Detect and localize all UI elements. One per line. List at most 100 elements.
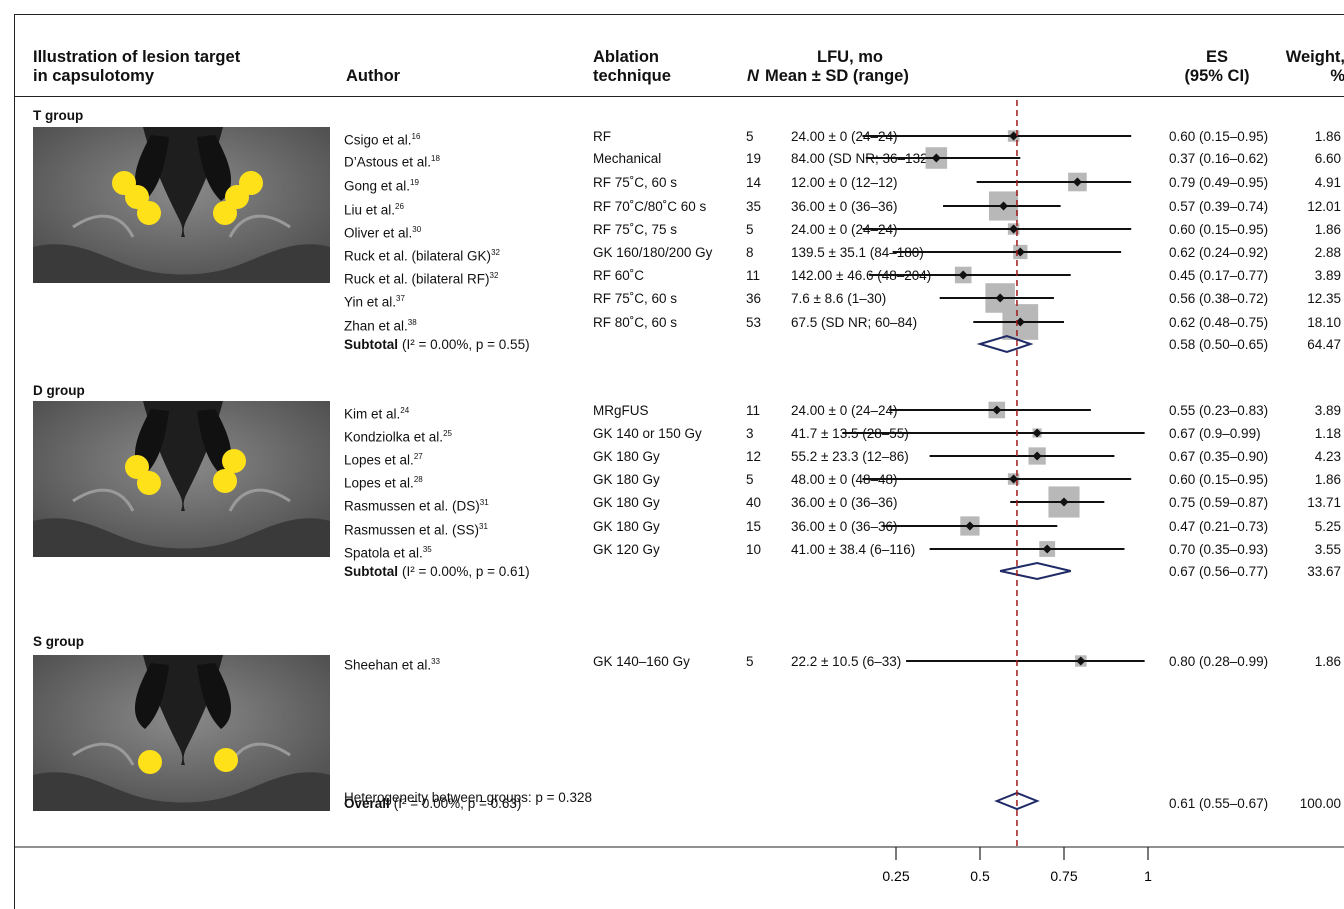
study-technique: GK 180 Gy (593, 495, 660, 510)
study-weight: 1.86 (1314, 472, 1341, 487)
author-name: Rasmussen et al. (SS) (344, 522, 480, 538)
lesion-target-dot (214, 748, 238, 772)
study-weight: 1.86 (1314, 129, 1341, 144)
reference-number: 35 (422, 545, 432, 554)
study-author: Kondziolka et al.25 (344, 426, 452, 446)
x-tick-label: 0.75 (1050, 868, 1077, 884)
study-technique: GK 140–160 Gy (593, 654, 690, 669)
reference-number: 31 (479, 498, 489, 507)
reference-number: 18 (431, 154, 440, 163)
study-es-ci: 0.79 (0.49–0.95) (1169, 175, 1269, 190)
lesion-target-dot (213, 201, 237, 225)
header-n: N (747, 67, 759, 85)
study-n: 14 (746, 175, 762, 190)
x-tick-label: 0.25 (882, 868, 909, 884)
reference-number: 31 (479, 522, 488, 531)
study-technique: GK 160/180/200 Gy (593, 245, 713, 260)
study-technique: GK 180 Gy (593, 472, 660, 487)
reference-number: 32 (489, 271, 499, 280)
study-es-ci: 0.67 (0.9–0.99) (1169, 426, 1261, 441)
reference-number: 37 (396, 294, 405, 303)
point-estimate (1015, 317, 1025, 327)
x-tick-label: 0.5 (970, 868, 990, 884)
study-author: Ruck et al. (bilateral GK)32 (344, 245, 500, 265)
study-lfu: 36.00 ± 0 (36–36) (791, 519, 898, 534)
study-n: 3 (746, 426, 754, 441)
author-name: Lopes et al. (344, 475, 414, 491)
study-author: D’Astous et al.18 (344, 151, 440, 171)
study-es-ci: 0.45 (0.17–0.77) (1169, 268, 1269, 283)
study-lfu: 48.00 ± 0 (48–48) (791, 472, 898, 487)
reference-number: 33 (431, 657, 440, 666)
study-n: 36 (746, 291, 762, 306)
author-name: Yin et al. (344, 294, 397, 310)
author-name: Liu et al. (344, 202, 396, 218)
study-author: Liu et al.26 (344, 199, 404, 219)
reference-number: 27 (413, 452, 423, 461)
study-es-ci: 0.62 (0.48–0.75) (1169, 315, 1269, 330)
group-heading: S group (33, 634, 84, 649)
study-weight: 13.71 (1307, 495, 1341, 510)
lesion-target-dot (137, 201, 161, 225)
header-author: Author (346, 67, 401, 85)
study-technique: RF 80˚C, 60 s (593, 315, 678, 330)
subtotal-row: Subtotal (I² = 0.00%, p = 0.55) (344, 337, 530, 353)
study-es-ci: 0.60 (0.15–0.95) (1169, 129, 1269, 144)
overall-row-weight: 100.00 (1299, 796, 1341, 811)
study-technique: GK 140 or 150 Gy (593, 426, 702, 441)
subtotal-row-es-ci: 0.58 (0.50–0.65) (1169, 337, 1269, 352)
point-estimate (1072, 177, 1082, 187)
study-n: 40 (746, 495, 762, 510)
header-lfu: LFU, mo Mean ± SD (range) (765, 48, 909, 85)
study-lfu: 24.00 ± 0 (24–24) (791, 129, 898, 144)
subtotal-row-stats: (I² = 0.00%, p = 0.61) (402, 564, 530, 579)
header-es: ES (95% CI) (1184, 48, 1250, 85)
point-estimate (1032, 451, 1042, 461)
study-weight: 4.91 (1314, 175, 1341, 190)
reference-number: 30 (412, 225, 422, 234)
group-heading: D group (33, 383, 85, 398)
study-weight: 1.86 (1314, 222, 1341, 237)
lesion-target-dot (222, 449, 246, 473)
study-lfu: 22.2 ± 10.5 (6–33) (791, 654, 902, 669)
lesion-target-dot (138, 750, 162, 774)
author-name: Sheehan et al. (344, 657, 432, 673)
author-name: Ruck et al. (bilateral RF) (344, 271, 490, 287)
author-name: D’Astous et al. (344, 154, 432, 170)
author-name: Kondziolka et al. (344, 429, 444, 445)
forest-plot-figure: Illustration of lesion target in capsulot… (14, 14, 1344, 909)
study-weight: 18.10 (1307, 315, 1341, 330)
study-technique: RF 70˚C/80˚C 60 s (593, 199, 707, 214)
point-estimate (1009, 131, 1019, 141)
point-estimate (995, 293, 1005, 303)
overall-row-es-ci: 0.61 (0.55–0.67) (1169, 796, 1269, 811)
study-weight: 2.88 (1314, 245, 1341, 260)
point-estimate (1059, 497, 1069, 507)
study-n: 53 (746, 315, 762, 330)
heterogeneity-text: Heterogeneity between groups: p = 0.328 (344, 790, 593, 805)
subtotal-diamond (976, 334, 1034, 354)
study-lfu: 139.5 ± 35.1 (84–180) (791, 245, 924, 260)
study-es-ci: 0.75 (0.59–0.87) (1169, 495, 1269, 510)
study-author: Kim et al.24 (344, 403, 409, 423)
point-estimate (1076, 656, 1086, 666)
reference-number: 32 (491, 248, 500, 257)
study-author: Zhan et al.38 (344, 315, 417, 335)
subtotal-row-label: Subtotal (344, 337, 398, 352)
study-n: 5 (746, 472, 754, 487)
brain-illustration-d-group (33, 401, 330, 557)
reference-number: 28 (413, 475, 423, 484)
reference-number: 26 (395, 202, 404, 211)
study-lfu: 12.00 ± 0 (12–12) (791, 175, 898, 190)
study-es-ci: 0.80 (0.28–0.99) (1169, 654, 1269, 669)
study-es-ci: 0.67 (0.35–0.90) (1169, 449, 1269, 464)
study-lfu: 55.2 ± 23.3 (12–86) (791, 449, 909, 464)
subtotal-diamond (999, 561, 1071, 581)
group-heading: T group (33, 108, 84, 123)
point-estimate (958, 270, 968, 280)
header-ablation: Ablation technique (593, 48, 671, 85)
study-lfu: 36.00 ± 0 (36–36) (791, 495, 898, 510)
overall-row-stats: (I² = 0.00%, p = 0.63) (393, 796, 522, 811)
study-weight: 5.25 (1314, 519, 1341, 534)
